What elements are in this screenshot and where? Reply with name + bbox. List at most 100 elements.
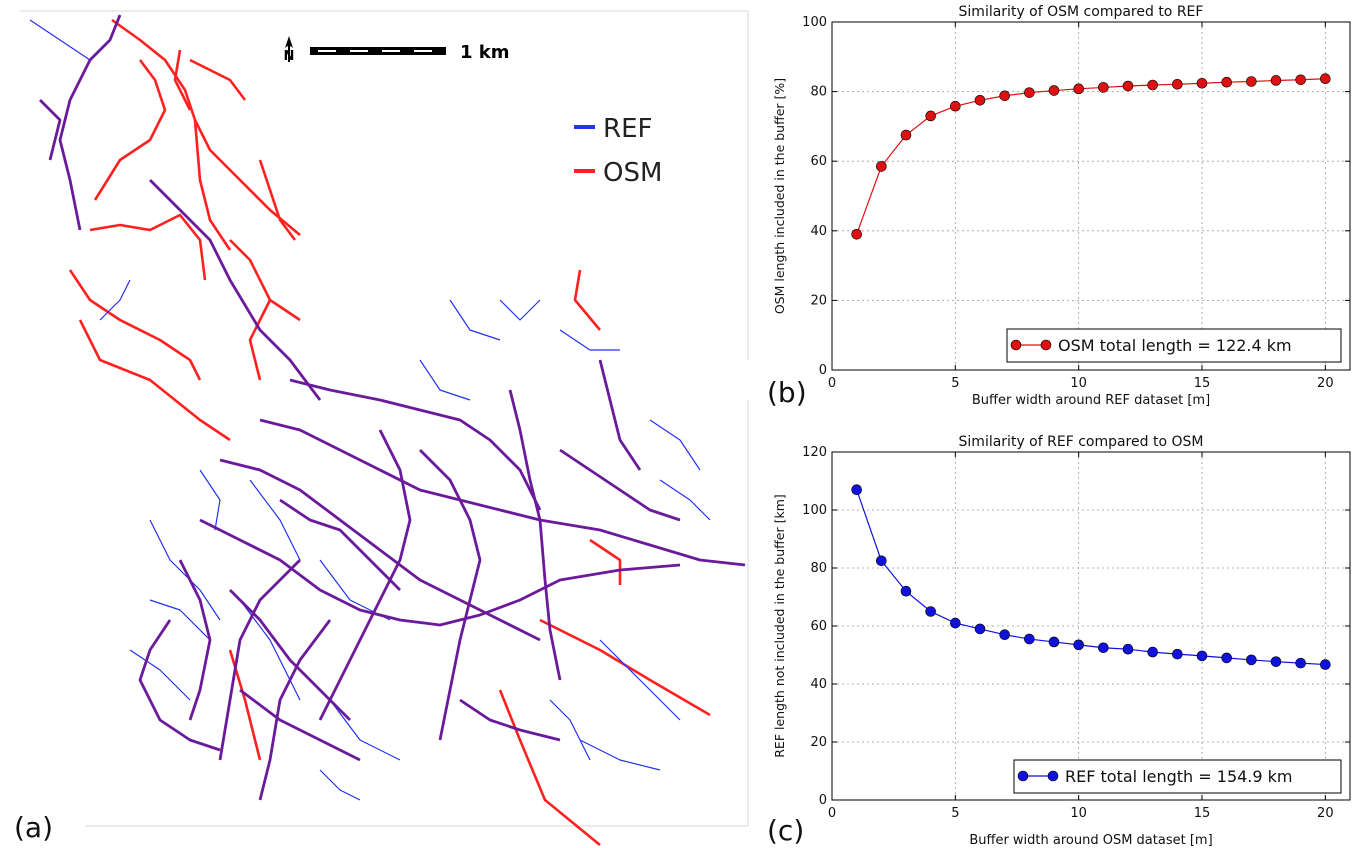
data-point	[876, 555, 887, 567]
ref-road	[599, 639, 681, 721]
chart-b-legend-label: OSM total length = 122.4 km	[1058, 336, 1292, 355]
y-tick-label: 40	[810, 224, 827, 239]
scale-label: 1 km	[460, 42, 510, 63]
chart-c-ylabel: REF length not included in the buffer [k…	[772, 494, 787, 758]
ref-road	[499, 299, 541, 321]
data-point	[1320, 73, 1331, 85]
chart-b-title: Similarity of OSM compared to REF	[959, 4, 1204, 20]
ref-road	[319, 769, 361, 801]
overlapping-road	[508, 389, 562, 681]
data-point	[1221, 652, 1232, 664]
data-point	[1221, 76, 1232, 88]
data-point	[1048, 85, 1060, 96]
ref-road	[29, 19, 91, 61]
chart-b-legend-box	[1006, 328, 1342, 363]
y-tick-label: 20	[810, 293, 827, 308]
ref-road	[549, 699, 591, 761]
chart-c-legend-label: REF total length = 154.9 km	[1065, 767, 1293, 786]
chart-c-legend-marker	[1017, 770, 1029, 782]
overlapping-road	[318, 429, 412, 721]
overlapping-road	[58, 14, 122, 231]
osm-road	[68, 269, 202, 381]
y-tick-label: 100	[802, 503, 827, 518]
ref-vs-osm-chart: Similarity of REF compared to OSM 0 5 10 15…	[767, 434, 1351, 848]
data-point	[1122, 643, 1134, 655]
x-tick-label: 0	[828, 376, 836, 391]
data-point	[999, 629, 1010, 640]
data-point	[1295, 657, 1306, 669]
chart-c-title: Similarity of REF compared to OSM	[959, 434, 1204, 450]
overlapping-road	[138, 619, 221, 752]
x-tick-label: 5	[951, 376, 959, 391]
osm-road	[78, 319, 231, 442]
x-tick-label: 10	[1070, 806, 1087, 821]
osm-road	[248, 299, 272, 381]
y-tick-label: 60	[810, 154, 827, 169]
legend-osm-label: OSM	[603, 158, 662, 188]
ref-road	[129, 649, 191, 701]
ref-road	[329, 699, 401, 761]
chart-b-series	[851, 73, 1331, 240]
y-tick-label: 20	[810, 735, 827, 750]
y-tick-label: 80	[810, 85, 827, 100]
y-tick-label: 100	[802, 15, 827, 30]
data-point	[1172, 648, 1183, 660]
osm-road	[173, 49, 192, 111]
data-point	[1147, 646, 1158, 658]
ref-road	[99, 279, 131, 321]
map-legend: REF OSM	[574, 114, 662, 188]
data-point	[974, 95, 986, 106]
y-tick-label: 0	[819, 363, 827, 378]
data-point	[950, 100, 961, 112]
data-point	[999, 90, 1010, 102]
osm-road	[93, 59, 167, 201]
data-point	[851, 484, 862, 495]
data-point	[1024, 633, 1035, 645]
osm-road	[229, 239, 301, 322]
panel-label-a: (a)	[14, 811, 53, 844]
osm-roads	[68, 18, 711, 847]
north-label: N	[284, 49, 295, 64]
data-point	[925, 606, 936, 617]
panel-label-c: (c)	[767, 814, 804, 847]
ref-road	[649, 419, 701, 471]
overlapping-road	[229, 589, 351, 721]
data-point	[1147, 79, 1158, 91]
chart-c-legend: REF total length = 154.9 km	[1013, 759, 1342, 794]
chart-b-legend-marker	[1010, 339, 1022, 351]
chart-c-series	[851, 484, 1331, 670]
chart-b-xlabel: Buffer width around REF dataset [m]	[972, 393, 1210, 408]
x-tick-label: 20	[1317, 376, 1334, 391]
ref-road	[659, 479, 711, 521]
overlapping-road	[259, 418, 746, 567]
overlapping-road	[149, 179, 322, 401]
x-tick-label: 15	[1194, 376, 1211, 391]
osm-road	[589, 538, 622, 585]
ref-road	[249, 479, 301, 561]
osm-road	[498, 689, 601, 847]
ref-road	[559, 329, 620, 351]
chart-b-axes-frame	[831, 21, 1351, 371]
data-point	[1246, 76, 1257, 87]
data-point	[1073, 639, 1084, 651]
chart-b-grid	[831, 21, 1350, 371]
chart-b-legend-marker	[1040, 339, 1052, 351]
x-tick-label: 20	[1317, 806, 1334, 821]
data-point	[1048, 636, 1060, 648]
osm-road	[189, 58, 247, 101]
data-point	[1098, 82, 1109, 93]
x-tick-label: 5	[951, 806, 959, 821]
overlapping-road	[239, 688, 361, 762]
chart-b-ylabel: OSM length included in the buffer [%]	[772, 78, 787, 314]
data-point	[1196, 77, 1208, 89]
data-point	[1024, 87, 1035, 98]
chart-b-legend: OSM total length = 122.4 km	[1006, 328, 1342, 363]
series-line	[856, 78, 1326, 235]
ref-road	[449, 299, 501, 341]
ref-road	[579, 739, 661, 771]
chart-c-ticks: 0 5 10 15 20 0 20 40 60 80 100 120	[802, 445, 1350, 821]
overlapping-road	[199, 518, 681, 627]
ref-road	[239, 599, 301, 701]
y-tick-label: 60	[810, 619, 827, 634]
y-tick-label: 120	[802, 445, 827, 460]
